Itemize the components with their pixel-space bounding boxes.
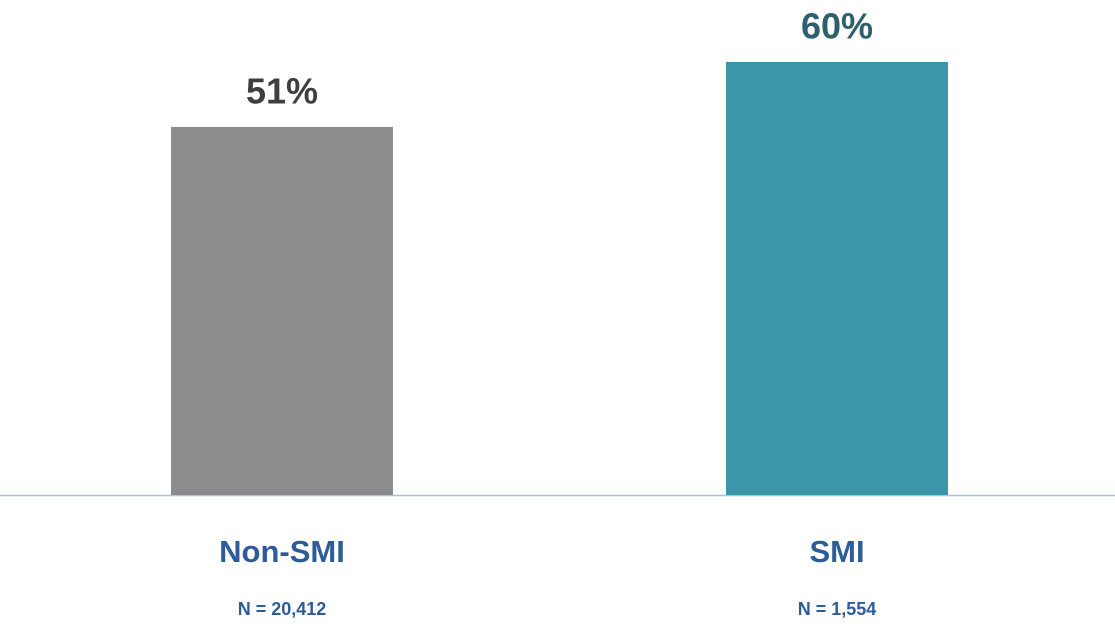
- value-label: 51%: [246, 70, 318, 111]
- sample-size: N = 1,554: [798, 599, 877, 619]
- bar: [726, 62, 948, 495]
- x-tick-label: SMI: [809, 534, 864, 569]
- x-tick-label: Non-SMI: [219, 534, 345, 569]
- bar: [171, 126, 393, 495]
- sample-size: N = 20,412: [238, 599, 327, 619]
- value-label: 60%: [801, 6, 873, 47]
